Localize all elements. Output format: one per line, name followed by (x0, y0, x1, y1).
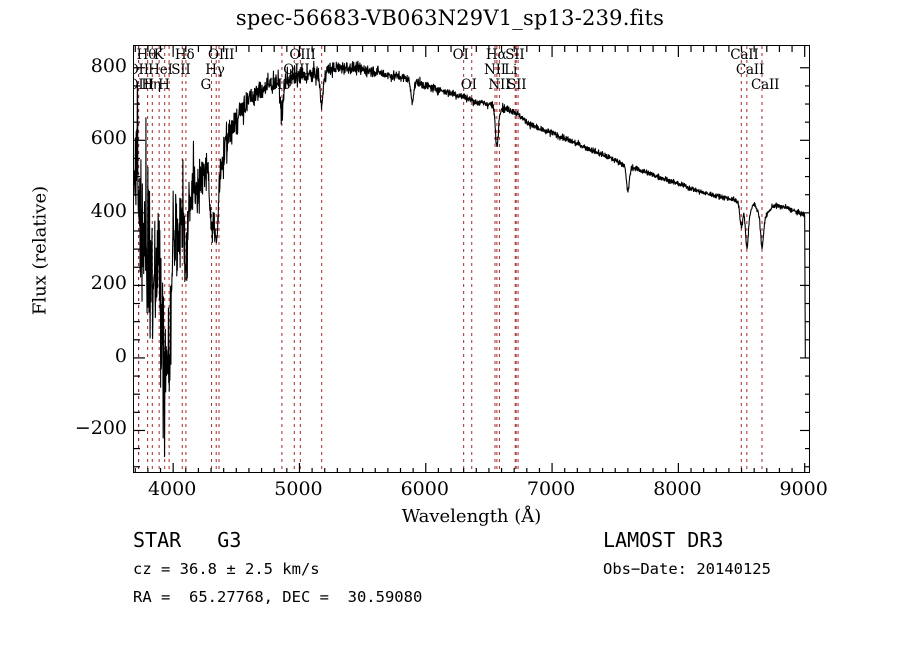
spectral-line-label: NII (483, 62, 506, 78)
spectral-line-label: OI (460, 77, 477, 93)
spectral-line-label: Hβ (270, 77, 291, 93)
y-tick-label: −200 (74, 417, 127, 440)
x-tick-label: 5000 (274, 478, 323, 500)
spectral-line-label: OIII (208, 47, 235, 63)
spectral-line-label: G (200, 77, 212, 93)
spectral-line-label: H (158, 77, 170, 93)
spectral-line-label: CaII (735, 62, 765, 78)
spectral-line-label: OI (452, 47, 469, 63)
survey-name: LAMOST DR3 (603, 528, 724, 552)
y-tick-label: 600 (90, 127, 127, 150)
y-tick-label: 200 (90, 272, 127, 295)
spectral-line-label: Hα (485, 47, 507, 63)
spectral-line-label: Hδ (174, 47, 195, 63)
footer-left-column: STAR G3 cz = 36.8 ± 2.5 km/s RA = 65.277… (133, 528, 422, 616)
spectral-line-label: HeI (148, 62, 173, 78)
object-class: STAR G3 (133, 528, 242, 552)
x-tick-label: 4000 (147, 478, 197, 500)
spectral-line-label: Li (504, 62, 518, 78)
x-tick-label: 7000 (526, 478, 576, 500)
spectral-line-label: OIII (134, 77, 154, 93)
observation-date: Obs−Date: 20140125 (603, 560, 771, 578)
x-axis-tick-labels: 4000 5000 6000 7000 8000 9000 (133, 478, 828, 504)
page-title: spec-56683-VB063N29V1_sp13-239.fits (235, 6, 665, 30)
x-axis-title: Wavelength (Å) (401, 506, 542, 527)
spectral-line-label: CaII (730, 47, 759, 63)
spectral-line-label: Hθ (136, 47, 157, 63)
emission-line-markers (138, 46, 763, 472)
spectral-line-label: OIII (283, 62, 310, 78)
radial-velocity: cz = 36.8 ± 2.5 km/s (133, 560, 320, 578)
x-tick-label: 8000 (653, 478, 702, 500)
spectral-line-label: OII (134, 62, 149, 78)
coordinates: RA = 65.27768, DEC = 30.59080 (133, 588, 423, 606)
y-tick-label: 0 (114, 344, 127, 367)
spectral-line-label: Hη (141, 77, 161, 93)
spectral-line-label: K (153, 47, 164, 63)
footer-right-column: LAMOST DR3 Obs−Date: 20140125 (603, 528, 771, 588)
y-axis-tick-labels: 800 600 400 200 0 −200 (33, 45, 127, 473)
figure-footer: STAR G3 cz = 36.8 ± 2.5 km/s RA = 65.277… (0, 528, 900, 638)
y-tick-label: 800 (90, 54, 127, 77)
y-axis-title: Flux (relative) (29, 185, 51, 316)
y-tick-label: 400 (90, 199, 127, 222)
spectral-line-label: OIII (289, 47, 316, 63)
spectral-line-label: CaII (750, 77, 780, 93)
spectral-line-label: Hγ (205, 62, 225, 78)
spectrum-canvas (134, 46, 809, 472)
spectral-line-label: SII (505, 47, 525, 63)
x-tick-label: 9000 (779, 478, 828, 500)
spectral-line-label: NII (488, 77, 511, 93)
spectral-line-label: SII (507, 77, 527, 93)
plot-area: HθKHδOIIIOIIIOIHαSIICaIIOIIHeISIIHγOIIIN… (133, 45, 810, 473)
x-tick-label: 6000 (400, 478, 449, 500)
spectral-line-label: SII (171, 62, 191, 78)
spectrum-trace (134, 60, 806, 458)
